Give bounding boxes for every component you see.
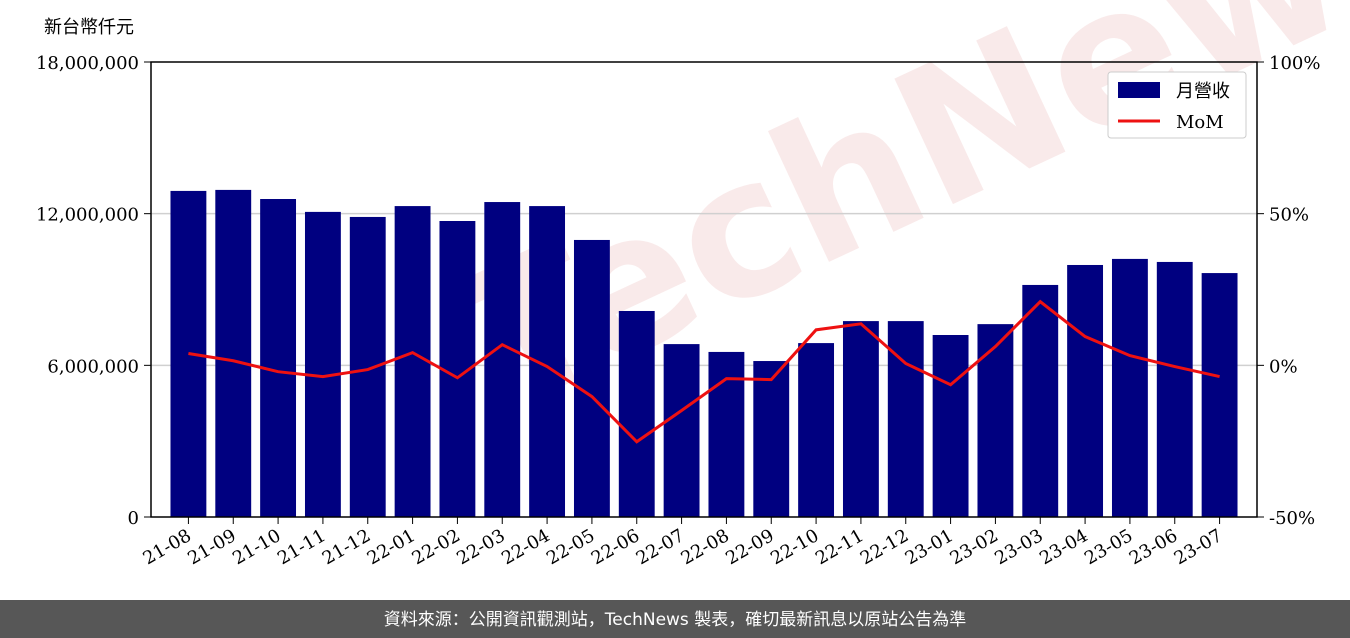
y-tick-label: 18,000,000 (36, 53, 139, 74)
x-tick-label: 23-04 (1036, 525, 1091, 569)
x-tick-label: 23-02 (946, 525, 1001, 569)
bar (573, 239, 610, 517)
bar (349, 216, 386, 518)
x-tick-label: 23-03 (991, 525, 1046, 569)
y-tick-label: 0 (128, 508, 139, 529)
footer-bar (0, 600, 1350, 638)
bar (394, 206, 431, 518)
x-tick-label: 22-06 (588, 525, 643, 569)
y2-tick-label: -50% (1269, 508, 1315, 529)
bar (1022, 284, 1059, 517)
x-tick-label: 23-06 (1126, 525, 1181, 569)
x-tick-label: 22-03 (453, 525, 508, 569)
x-tick-label: 23-07 (1171, 525, 1226, 569)
bar (484, 202, 521, 518)
footer-text: 資料來源：公開資訊觀測站，TechNews 製表，確切最新訊息以原站公告為準 (384, 610, 966, 630)
x-tick-label: 22-07 (633, 525, 688, 569)
x-tick-label: 22-04 (498, 525, 553, 569)
x-tick-label: 21-10 (229, 525, 284, 569)
bar (708, 351, 745, 517)
x-tick-label: 22-09 (722, 525, 777, 569)
bar (1156, 261, 1193, 517)
bar (304, 211, 341, 517)
x-tick-label: 21-08 (139, 525, 194, 569)
bar (842, 321, 879, 517)
x-tick-label: 22-01 (364, 525, 419, 569)
bar (932, 335, 969, 517)
y-tick-label: 6,000,000 (47, 356, 139, 377)
x-tick-label: 23-05 (1081, 525, 1136, 569)
bar (1201, 273, 1238, 517)
y-tick-label: 12,000,000 (36, 205, 139, 226)
bar (1067, 264, 1104, 517)
bar (977, 324, 1014, 517)
x-tick-label: 22-08 (677, 525, 732, 569)
x-tick-label: 22-12 (857, 525, 912, 569)
line (188, 299, 1220, 444)
x-tick-label: 22-11 (812, 525, 867, 569)
y2-tick-label: 0% (1269, 356, 1298, 377)
plot-frame (150, 61, 1258, 518)
y2-tick-label: 100% (1269, 53, 1320, 74)
x-tick-label: 22-02 (408, 525, 463, 569)
bar (618, 310, 655, 517)
legend-swatch (1118, 82, 1160, 98)
bar (1111, 258, 1148, 517)
x-tick-label: 21-12 (319, 525, 374, 569)
legend-label: MoM (1176, 112, 1224, 133)
x-tick-label: 22-05 (543, 525, 598, 569)
x-tick-label: 22-10 (767, 525, 822, 569)
bar (753, 361, 790, 517)
bar (663, 344, 700, 517)
bar (260, 199, 297, 517)
y2-tick-label: 50% (1269, 205, 1309, 226)
bar (215, 189, 252, 517)
legend-label: 月營收 (1176, 81, 1230, 102)
x-tick-label: 21-11 (274, 525, 329, 569)
x-tick-label: 21-09 (184, 525, 239, 569)
y-axis-label: 新台幣仟元 (44, 17, 134, 38)
x-tick-label: 23-01 (902, 525, 957, 569)
bar (798, 343, 835, 517)
